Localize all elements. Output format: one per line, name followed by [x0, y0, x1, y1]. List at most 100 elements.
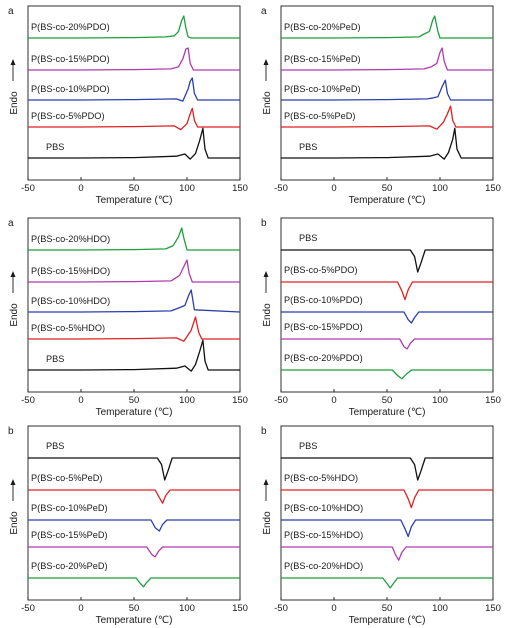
- series-label: PBS: [299, 441, 317, 451]
- series-line: [28, 15, 240, 39]
- y-axis-title: Endo: [9, 91, 20, 115]
- x-tick-label: 150: [232, 603, 248, 614]
- endo-arrow-icon: [263, 59, 269, 81]
- chart-panel: b -50 0 50 100 150 Temperature (℃) Endo PBS P(BS-…: [253, 212, 503, 418]
- series-label: P(BS-co-10%PDO): [31, 84, 110, 94]
- series-label: P(BS-co-15%HDO): [31, 266, 110, 276]
- series-label: P(BS-co-20%PeD): [284, 22, 361, 32]
- x-tick-label: 100: [179, 603, 195, 614]
- y-axis-title: Endo: [262, 511, 273, 535]
- x-tick-label: 100: [179, 183, 195, 194]
- chart-svg: b -50 0 50 100 150 Temperature (℃) Endo PBS P(BS-…: [8, 425, 248, 626]
- plot-frame: [27, 425, 241, 601]
- series-line: [281, 311, 493, 324]
- series-line: [28, 489, 240, 504]
- x-tick-label: 150: [485, 395, 501, 406]
- x-tick-label: -50: [274, 183, 288, 194]
- series-line: [28, 457, 240, 481]
- series-label: P(BS-co-15%PeD): [284, 54, 361, 64]
- chart-svg: a -50 0 50 100 150 Temperature (℃) Endo P(BS-co-…: [261, 5, 501, 206]
- y-axis-title: Endo: [9, 511, 20, 535]
- x-tick-label: 50: [129, 183, 140, 194]
- x-tick-label: 50: [382, 603, 393, 614]
- plot-frame: [280, 217, 494, 393]
- series-line: [281, 338, 493, 350]
- panel-letter: b: [261, 218, 267, 229]
- chart-panel: a -50 0 50 100 150 Temperature (℃) Endo P(BS-co-…: [0, 0, 250, 206]
- series-line: [281, 489, 493, 509]
- x-tick-label: 0: [331, 183, 336, 194]
- x-tick-label: 0: [78, 183, 83, 194]
- series-label: P(BS-co-5%PDO): [31, 111, 105, 121]
- x-tick-label: 0: [331, 395, 336, 406]
- series-line: [281, 369, 493, 380]
- series-label: P(BS-co-5%PeD): [284, 111, 355, 121]
- x-axis-title: Temperature (℃): [96, 195, 173, 206]
- series-line: [281, 47, 493, 71]
- series-line: [281, 519, 493, 538]
- x-tick-label: 150: [485, 603, 501, 614]
- x-tick-label: 50: [382, 183, 393, 194]
- panel-letter: b: [8, 426, 14, 437]
- chart-svg: b -50 0 50 100 150 Temperature (℃) Endo PBS P(BS-…: [261, 217, 501, 418]
- endo-arrow-icon: [263, 479, 269, 501]
- x-tick-label: -50: [21, 603, 35, 614]
- endo-arrow-icon: [10, 271, 16, 293]
- x-axis-title: Temperature (℃): [96, 407, 173, 418]
- chart-panel: a -50 0 50 100 150 Temperature (℃) Endo P(BS-co-…: [0, 212, 250, 418]
- series-label: P(BS-co-20%HDO): [284, 561, 363, 571]
- series-label: P(BS-co-10%PeD): [31, 503, 108, 513]
- chart-panel: b -50 0 50 100 150 Temperature (℃) Endo PBS P(BS-…: [253, 420, 503, 626]
- series-line: [28, 47, 240, 71]
- x-tick-label: 100: [432, 183, 448, 194]
- series-label: PBS: [299, 233, 317, 243]
- x-tick-label: 150: [232, 395, 248, 406]
- series-label: P(BS-co-20%HDO): [31, 234, 110, 244]
- panel-letter: a: [8, 218, 14, 229]
- series-label: P(BS-co-15%PeD): [31, 530, 108, 540]
- x-tick-label: 50: [129, 603, 140, 614]
- series-label: P(BS-co-10%PDO): [284, 295, 363, 305]
- x-tick-label: 100: [432, 603, 448, 614]
- panel-letter: a: [261, 6, 267, 17]
- series-line: [28, 339, 240, 372]
- series-label: P(BS-co-20%PeD): [31, 561, 108, 571]
- x-tick-label: -50: [21, 183, 35, 194]
- y-axis-title: Endo: [9, 303, 20, 327]
- series-line: [28, 127, 240, 160]
- series-label: P(BS-co-5%HDO): [284, 473, 358, 483]
- endo-arrow-icon: [263, 271, 269, 293]
- series-label: P(BS-co-10%HDO): [31, 296, 110, 306]
- series-label: P(BS-co-5%PeD): [31, 473, 102, 483]
- panel-letter: b: [261, 426, 267, 437]
- series-line: [28, 316, 240, 342]
- series-line: [281, 127, 493, 160]
- x-tick-label: 150: [485, 183, 501, 194]
- x-tick-label: 50: [382, 395, 393, 406]
- x-tick-label: -50: [274, 603, 288, 614]
- endo-arrow-icon: [10, 59, 16, 81]
- series-line: [281, 79, 493, 101]
- series-line: [28, 77, 240, 102]
- x-tick-label: 100: [179, 395, 195, 406]
- x-tick-label: -50: [274, 395, 288, 406]
- x-tick-label: 100: [432, 395, 448, 406]
- x-tick-label: 0: [331, 603, 336, 614]
- chart-svg: b -50 0 50 100 150 Temperature (℃) Endo PBS P(BS-…: [261, 425, 501, 626]
- series-line: [28, 107, 240, 131]
- series-line: [281, 105, 493, 130]
- series-line: [28, 519, 240, 532]
- plot-frame: [280, 425, 494, 601]
- series-label: PBS: [46, 354, 64, 364]
- series-label: P(BS-co-15%PDO): [31, 54, 110, 64]
- series-line: [281, 457, 493, 481]
- series-line: [281, 15, 493, 39]
- chart-panel: a -50 0 50 100 150 Temperature (℃) Endo P(BS-co-…: [253, 0, 503, 206]
- series-label: PBS: [46, 441, 64, 451]
- endo-arrow-icon: [10, 479, 16, 501]
- x-tick-label: -50: [21, 395, 35, 406]
- series-line: [281, 249, 493, 273]
- series-line: [281, 577, 493, 589]
- x-axis-title: Temperature (℃): [96, 615, 173, 626]
